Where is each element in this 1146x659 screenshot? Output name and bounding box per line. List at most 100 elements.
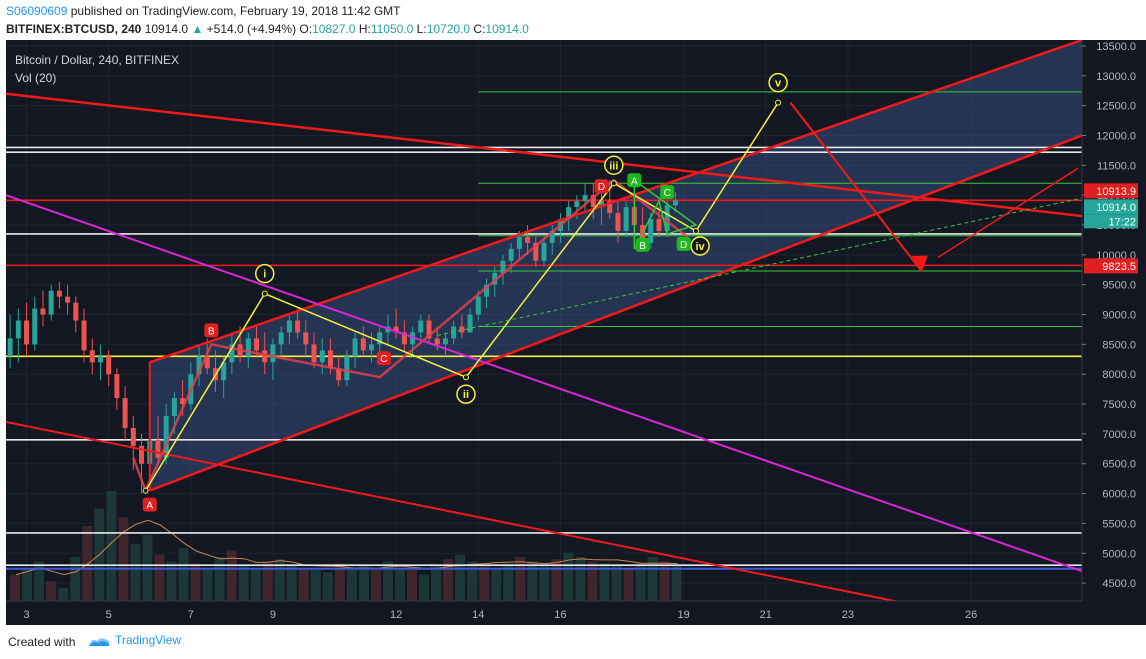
tradingview-link[interactable]: TradingView <box>88 633 181 647</box>
volume-bar <box>659 561 670 601</box>
volume-bar <box>322 572 333 601</box>
volume-bar <box>106 491 117 601</box>
candle-body <box>434 338 440 345</box>
candle-body <box>615 213 621 231</box>
volume-bar <box>46 581 57 601</box>
time-tick-label: 23 <box>842 609 854 621</box>
volume-bar <box>599 563 610 601</box>
volume-bar <box>575 557 586 601</box>
last-price: 10914.0 <box>144 22 189 36</box>
candle-body <box>106 356 112 375</box>
tag-red-level-2-text: 9823.5 <box>1102 261 1136 273</box>
candle-body <box>475 296 481 315</box>
candle-body <box>656 219 662 231</box>
price-tick-label: 12000.0 <box>1096 130 1136 142</box>
volume-bar <box>298 568 309 601</box>
candle-body <box>582 195 588 202</box>
wave-point <box>261 290 268 297</box>
abc-label-d-red: D <box>594 179 609 194</box>
time-axis-bg <box>6 601 1146 625</box>
candle-body <box>278 332 284 345</box>
price-tick-label: 13500.0 <box>1096 41 1136 53</box>
downtrend-line-lower <box>5 420 910 605</box>
wave-label-iii-circle <box>604 155 624 175</box>
volume-bar <box>82 526 93 601</box>
tag-last-price: 10914.0 <box>1084 199 1138 215</box>
volume-bar <box>58 587 69 601</box>
price-axis[interactable]: 4500.0 5000.0 5500.0 6000.0 6500.0 7000.0 7500… <box>1082 41 1136 590</box>
price-tick-label: 5500.0 <box>1102 518 1136 530</box>
close-label: C: <box>473 22 486 36</box>
candle-body <box>574 201 580 208</box>
wave-label-v-text: v <box>775 78 782 90</box>
ohlc-line: BITFINEX:BTCUSD, 240 10914.0 ▲ +514.0 (+… <box>6 22 529 36</box>
volume-bar <box>238 565 249 601</box>
abc-label-d-red-text: D <box>598 182 605 193</box>
candle-body <box>336 368 342 381</box>
volume-bar <box>178 548 189 601</box>
volume-bar <box>22 568 33 601</box>
chart-area[interactable]: i ii iii iv v A B C D A B C D 4500.0 5000.0 5500.0 6000… <box>5 38 1146 625</box>
candle-body <box>40 308 46 315</box>
volume-bar <box>491 568 502 601</box>
wave-point <box>775 99 782 106</box>
wave-label-ii-circle <box>456 384 476 404</box>
candle-body <box>566 207 572 220</box>
change-value: +514.0 (+4.94%) <box>206 22 297 36</box>
tag-last-price-text: 10914.0 <box>1096 202 1136 214</box>
candle-body <box>122 398 128 428</box>
author-link[interactable]: S06090609 <box>6 4 68 18</box>
volume-bar <box>190 563 201 601</box>
low-label: L: <box>416 22 427 36</box>
volume-bar <box>431 565 442 601</box>
candle-body <box>500 260 506 273</box>
green-label-b-text: B <box>639 241 646 252</box>
abc-label-a: A <box>142 497 157 512</box>
volume-bar <box>262 561 273 601</box>
candle-body <box>171 398 177 416</box>
time-tick-label: 3 <box>23 609 29 621</box>
candle-body <box>648 219 654 243</box>
up-arrow-line <box>937 167 1079 258</box>
candle-body <box>73 302 79 321</box>
price-tick-label: 9500.0 <box>1102 280 1136 292</box>
legend-title: Bitcoin / Dollar, 240, BITFINEX <box>15 53 179 67</box>
candle-body <box>204 356 210 369</box>
candle-body <box>598 201 604 208</box>
elliott-wave-path <box>144 102 779 491</box>
volume-bar <box>358 565 369 601</box>
wave-label-i: i <box>254 263 275 284</box>
green-label-c-text: C <box>664 188 671 199</box>
candle-body <box>451 326 457 339</box>
candle-body <box>344 356 350 381</box>
candle-body <box>426 320 432 339</box>
candle-body <box>459 326 465 333</box>
candle-body <box>369 344 375 351</box>
tag-last-price-bg <box>1084 199 1138 215</box>
candle-body <box>549 230 555 243</box>
candle-body <box>319 350 325 363</box>
green-label-a-box <box>627 173 642 188</box>
created-with-text: Created with <box>8 635 76 649</box>
candle-body <box>664 205 670 231</box>
candle-body <box>541 242 547 261</box>
drawings <box>5 38 1083 605</box>
wave-label-iv: iv <box>690 236 710 256</box>
time-axis[interactable]: 3 5 7 9 12 14 16 19 21 23 26 <box>23 609 977 621</box>
candle-body <box>163 415 169 458</box>
volume-bar <box>563 552 574 601</box>
wave-label-iii-text: iii <box>609 160 618 172</box>
volume-bar <box>551 559 562 601</box>
green-label-d: D <box>676 236 691 251</box>
volume-bar <box>467 561 478 601</box>
candle-body <box>15 320 21 339</box>
candle-body <box>311 344 317 363</box>
candle-body <box>418 320 424 333</box>
volume-bar <box>647 557 658 601</box>
magenta-trend-line <box>5 194 1083 573</box>
candle-body <box>180 398 186 405</box>
volume-bar <box>419 574 430 601</box>
candle-body <box>508 248 514 261</box>
wave-label-v: v <box>768 72 788 93</box>
